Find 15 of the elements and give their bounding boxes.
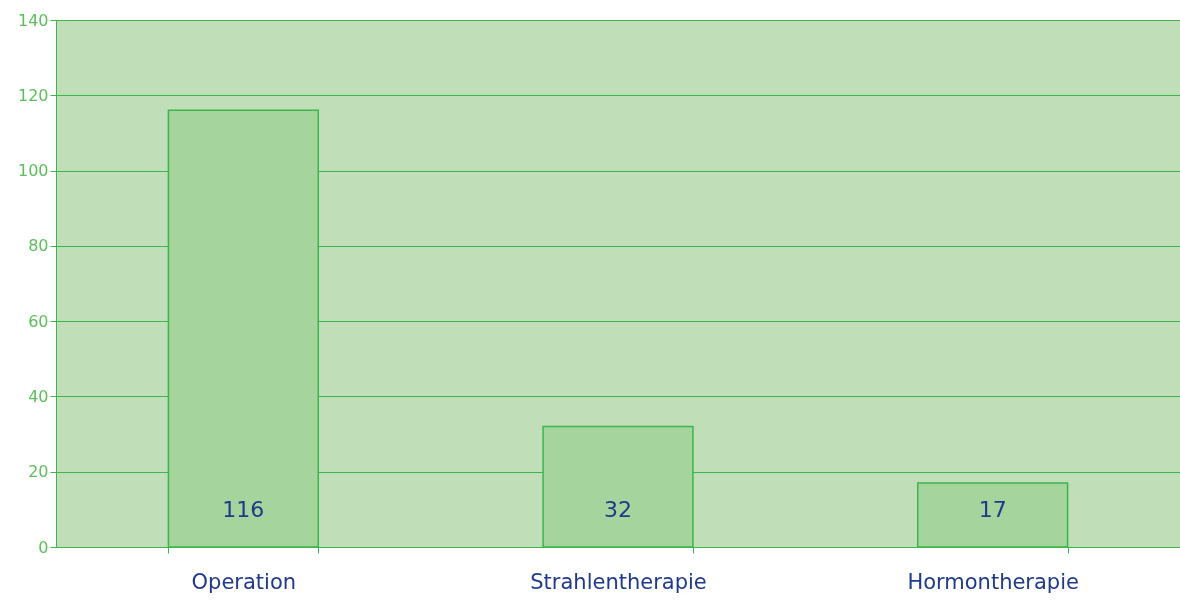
data-label: 32 xyxy=(604,497,632,522)
y-tick-label: 80 xyxy=(28,236,49,256)
y-tick-label: 40 xyxy=(28,386,49,406)
bar xyxy=(916,482,1069,548)
data-label: 17 xyxy=(978,497,1007,522)
x-tick-label: Strahlentherapie xyxy=(530,569,707,594)
y-tick-label: 140 xyxy=(17,10,49,30)
data-label: 116 xyxy=(222,497,265,522)
y-tick-label: 120 xyxy=(17,85,49,105)
y-tick-label: 100 xyxy=(17,161,49,181)
y-tick-label: 0 xyxy=(38,537,49,557)
x-tick-label: Hormontherapie xyxy=(907,569,1079,594)
y-tick-label: 60 xyxy=(28,311,49,331)
x-tick-label: Operation xyxy=(191,569,297,594)
y-tick-label: 20 xyxy=(28,462,49,482)
